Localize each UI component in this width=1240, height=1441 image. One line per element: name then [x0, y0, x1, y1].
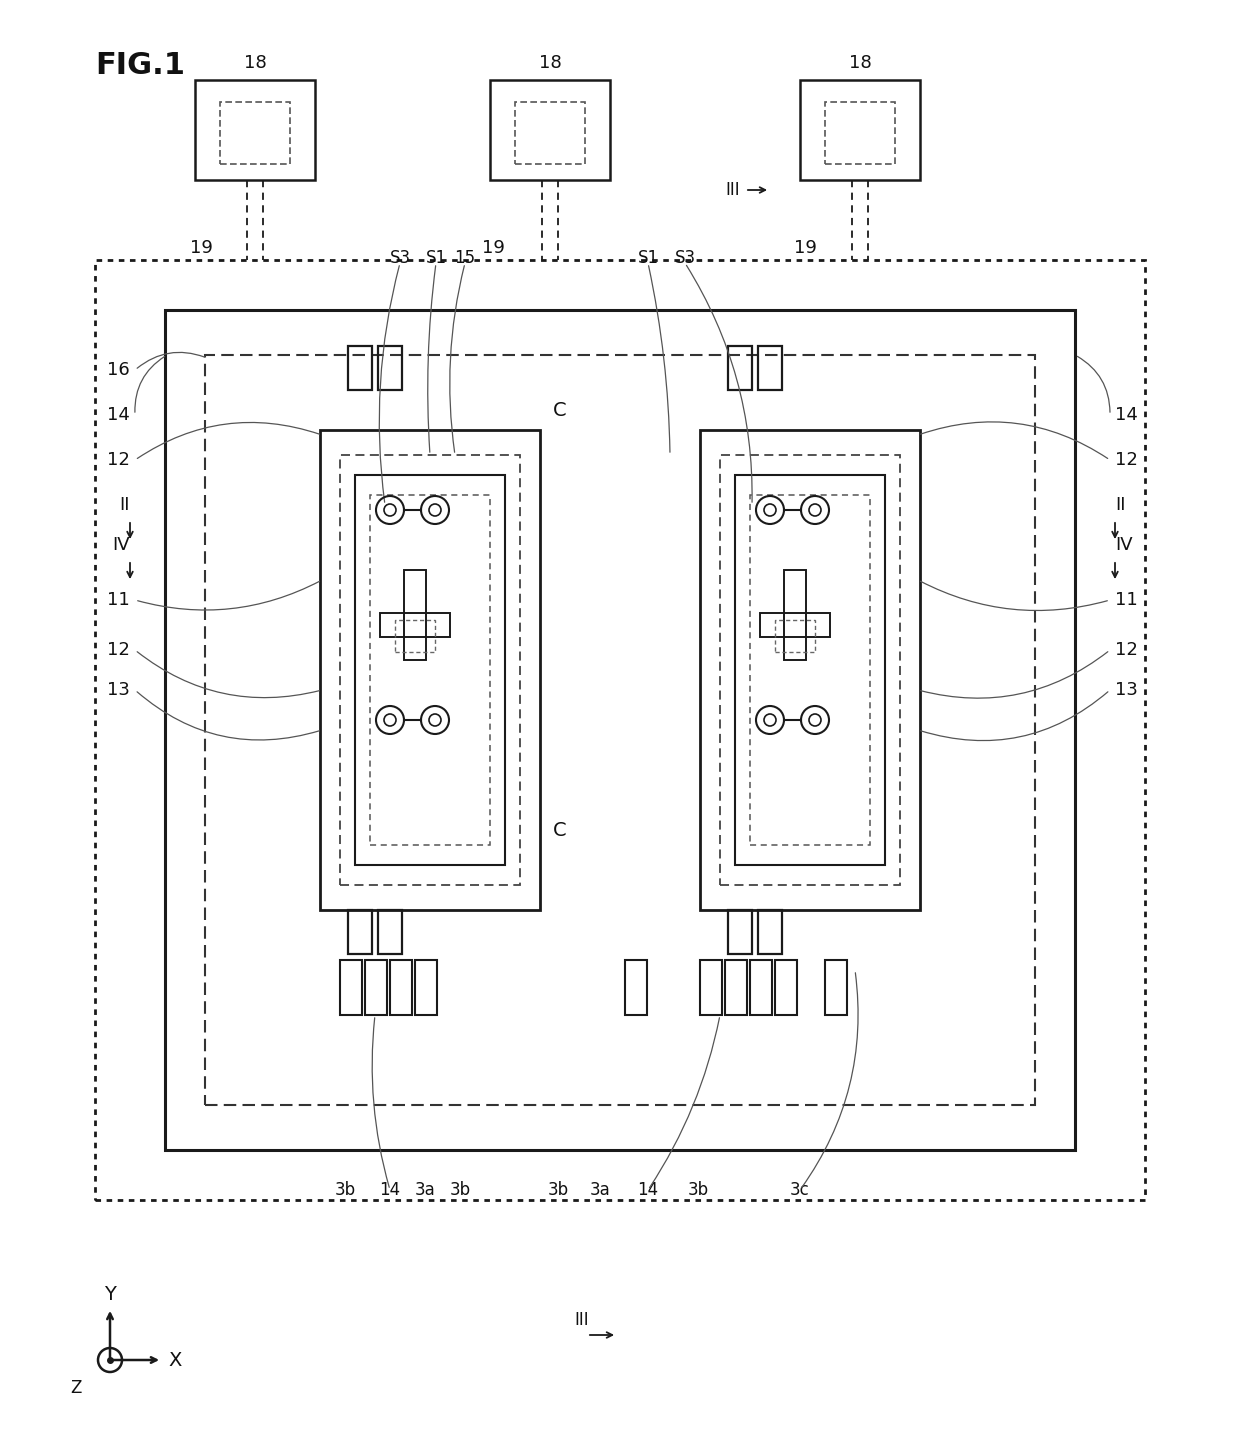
Text: 3a: 3a — [414, 1182, 435, 1199]
Text: S3: S3 — [389, 249, 410, 267]
Text: C: C — [553, 820, 567, 840]
Bar — [725, 960, 746, 1014]
Text: 11: 11 — [107, 591, 130, 610]
Text: II: II — [119, 496, 130, 514]
Text: 3a: 3a — [590, 1182, 610, 1199]
Bar — [728, 346, 751, 391]
Bar — [348, 346, 372, 391]
Text: FIG.1: FIG.1 — [95, 50, 185, 79]
Bar — [355, 476, 505, 865]
Text: 18: 18 — [538, 53, 562, 72]
Bar — [735, 476, 885, 865]
Text: 3b: 3b — [547, 1182, 569, 1199]
Text: 19: 19 — [482, 239, 505, 256]
Bar — [490, 81, 610, 180]
Bar — [415, 960, 436, 1014]
Bar — [825, 960, 847, 1014]
Text: 15: 15 — [454, 249, 476, 267]
Bar — [348, 911, 372, 954]
Bar — [205, 354, 1035, 1105]
Bar — [775, 960, 797, 1014]
Bar — [219, 102, 290, 164]
Bar — [701, 429, 920, 911]
Bar — [396, 620, 435, 651]
Bar — [515, 102, 585, 164]
Text: 3b: 3b — [449, 1182, 470, 1199]
Text: C: C — [553, 401, 567, 419]
Text: 13: 13 — [107, 682, 130, 699]
Bar — [340, 455, 520, 885]
Bar — [701, 960, 722, 1014]
Text: 16: 16 — [107, 362, 130, 379]
Text: 3b: 3b — [335, 1182, 356, 1199]
Text: II: II — [1115, 496, 1126, 514]
Text: X: X — [169, 1350, 182, 1369]
Text: 3c: 3c — [790, 1182, 810, 1199]
Text: IV: IV — [1115, 536, 1132, 553]
Bar — [775, 620, 815, 651]
Bar — [728, 911, 751, 954]
Bar — [378, 911, 402, 954]
Bar — [95, 259, 1145, 1200]
Text: S1: S1 — [425, 249, 446, 267]
Text: S3: S3 — [675, 249, 696, 267]
Bar — [340, 960, 362, 1014]
Text: 14: 14 — [107, 406, 130, 424]
Text: 3b: 3b — [687, 1182, 708, 1199]
Bar — [320, 429, 539, 911]
Bar — [165, 310, 1075, 1150]
Bar — [800, 81, 920, 180]
Text: III: III — [725, 182, 740, 199]
Bar — [825, 102, 895, 164]
Text: III: III — [574, 1311, 589, 1329]
Text: 19: 19 — [794, 239, 817, 256]
Bar — [370, 496, 490, 844]
Bar — [379, 612, 450, 637]
Text: 18: 18 — [848, 53, 872, 72]
Bar — [720, 455, 900, 885]
Text: 12: 12 — [1115, 641, 1138, 659]
Bar — [625, 960, 647, 1014]
Bar — [365, 960, 387, 1014]
Text: IV: IV — [113, 536, 130, 553]
Text: 14: 14 — [637, 1182, 658, 1199]
Text: 12: 12 — [107, 641, 130, 659]
Bar — [750, 496, 870, 844]
Text: Y: Y — [104, 1285, 115, 1304]
Text: 18: 18 — [243, 53, 267, 72]
Bar — [195, 81, 315, 180]
Text: 12: 12 — [107, 451, 130, 468]
Bar — [378, 346, 402, 391]
Text: 13: 13 — [1115, 682, 1138, 699]
Bar — [784, 571, 806, 660]
Bar — [758, 911, 782, 954]
Text: Z: Z — [71, 1379, 82, 1396]
Text: 11: 11 — [1115, 591, 1138, 610]
Bar — [404, 571, 427, 660]
Text: 14: 14 — [379, 1182, 401, 1199]
Text: S1: S1 — [637, 249, 658, 267]
Bar — [750, 960, 773, 1014]
Bar — [391, 960, 412, 1014]
Bar — [758, 346, 782, 391]
Text: 12: 12 — [1115, 451, 1138, 468]
Text: 19: 19 — [190, 239, 213, 256]
Bar — [760, 612, 830, 637]
Text: 14: 14 — [1115, 406, 1138, 424]
